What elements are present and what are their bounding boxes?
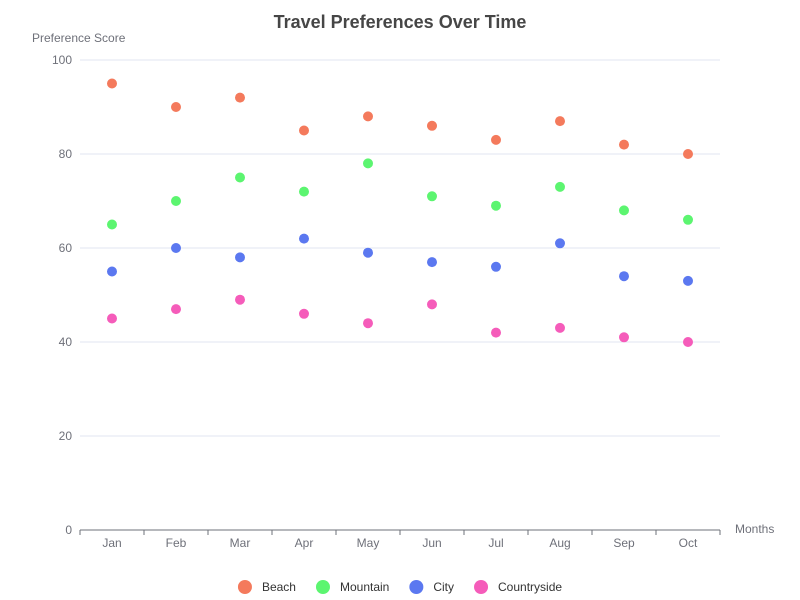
data-point[interactable] xyxy=(235,294,245,305)
x-axis-label: Months xyxy=(735,522,774,536)
data-point[interactable] xyxy=(491,200,501,211)
data-point[interactable] xyxy=(363,318,373,329)
data-point[interactable] xyxy=(363,158,373,169)
data-point[interactable] xyxy=(619,205,629,216)
data-point[interactable] xyxy=(171,243,181,253)
x-tick-label: Oct xyxy=(679,536,698,550)
data-point[interactable] xyxy=(235,172,245,183)
x-tick-label: Sep xyxy=(613,536,635,550)
y-tick-label: 0 xyxy=(65,523,72,537)
x-tick-label: Aug xyxy=(549,536,570,550)
x-axis xyxy=(79,529,721,535)
x-tick-label: Jan xyxy=(102,536,121,550)
x-tick-label: Apr xyxy=(295,536,314,550)
chart-title: Travel Preferences Over Time xyxy=(274,12,527,32)
data-point[interactable] xyxy=(363,247,373,258)
data-point[interactable] xyxy=(555,181,565,192)
data-point[interactable] xyxy=(363,111,373,122)
data-point[interactable] xyxy=(299,186,309,197)
x-tick-label: May xyxy=(357,536,380,550)
data-point[interactable] xyxy=(235,92,245,103)
data-points xyxy=(107,78,693,347)
legend-item-countryside[interactable]: Countryside xyxy=(474,580,562,594)
series-beach xyxy=(107,78,693,159)
data-point[interactable] xyxy=(491,327,501,338)
legend-label: Mountain xyxy=(340,580,389,594)
y-axis-ticks: 0 20 40 60 80 100 xyxy=(52,53,72,537)
y-tick-label: 40 xyxy=(59,335,73,349)
data-point[interactable] xyxy=(555,238,565,249)
data-point[interactable] xyxy=(299,308,309,319)
data-point[interactable] xyxy=(619,139,629,150)
legend-marker xyxy=(315,580,330,594)
data-point[interactable] xyxy=(299,233,309,244)
data-point[interactable] xyxy=(619,271,629,282)
series-countryside xyxy=(107,294,693,347)
data-point[interactable] xyxy=(299,125,309,136)
data-point[interactable] xyxy=(427,120,437,131)
data-point[interactable] xyxy=(107,219,117,230)
data-point[interactable] xyxy=(107,266,117,277)
y-tick-label: 100 xyxy=(52,53,72,67)
y-axis-label: Preference Score xyxy=(32,31,126,45)
data-point[interactable] xyxy=(491,134,501,145)
legend-label: Countryside xyxy=(498,580,562,594)
x-axis-ticks: Jan Feb Mar Apr May Jun Jul Aug Sep Oct xyxy=(102,536,698,550)
series-city xyxy=(107,233,693,286)
data-point[interactable] xyxy=(683,149,693,159)
grid-lines xyxy=(80,59,720,437)
legend-item-beach[interactable]: Beach xyxy=(237,580,296,594)
legend-marker xyxy=(237,580,252,594)
legend-label: Beach xyxy=(262,580,296,594)
x-tick-label: Feb xyxy=(166,536,187,550)
x-tick-label: Mar xyxy=(230,536,251,550)
data-point[interactable] xyxy=(427,299,437,310)
legend: Beach Mountain City Countryside xyxy=(237,580,562,594)
x-tick-label: Jun xyxy=(422,536,441,550)
data-point[interactable] xyxy=(427,257,437,268)
series-mountain xyxy=(107,158,693,230)
legend-marker xyxy=(409,580,424,594)
legend-item-city[interactable]: City xyxy=(409,580,454,594)
y-tick-label: 80 xyxy=(59,147,73,161)
data-point[interactable] xyxy=(683,214,693,225)
x-tick-label: Jul xyxy=(488,536,503,550)
data-point[interactable] xyxy=(683,275,693,286)
data-point[interactable] xyxy=(491,261,501,272)
legend-item-mountain[interactable]: Mountain xyxy=(315,580,389,594)
data-point[interactable] xyxy=(171,196,181,206)
data-point[interactable] xyxy=(107,313,117,324)
data-point[interactable] xyxy=(171,304,181,315)
data-point[interactable] xyxy=(683,337,693,347)
data-point[interactable] xyxy=(107,78,117,89)
data-point[interactable] xyxy=(619,332,629,343)
data-point[interactable] xyxy=(171,102,181,112)
data-point[interactable] xyxy=(235,252,245,263)
y-tick-label: 20 xyxy=(59,429,73,443)
data-point[interactable] xyxy=(555,116,565,127)
legend-marker xyxy=(474,580,489,594)
legend-label: City xyxy=(433,580,454,594)
data-point[interactable] xyxy=(427,191,437,202)
y-tick-label: 60 xyxy=(59,241,73,255)
data-point[interactable] xyxy=(555,322,565,333)
